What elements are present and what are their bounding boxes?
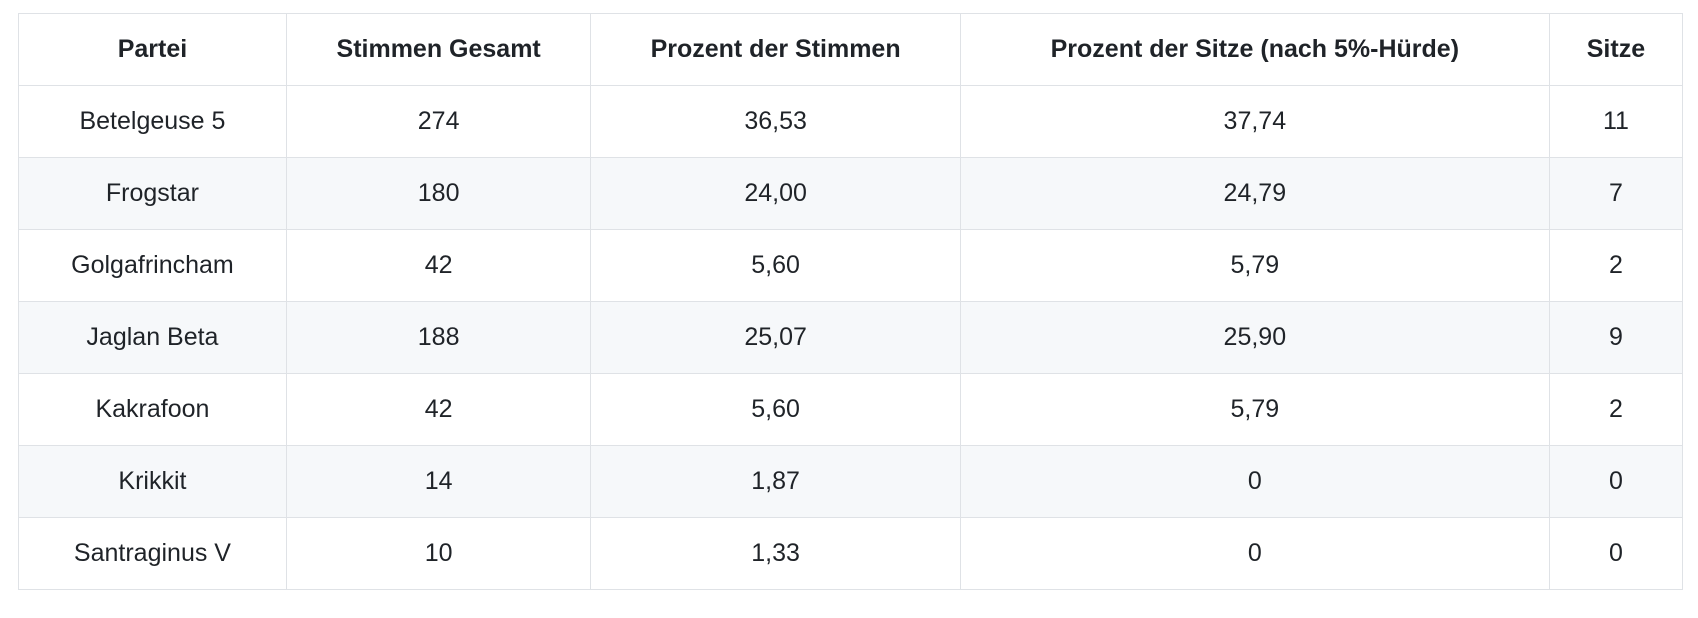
value-cell: 274 [285, 85, 592, 158]
party-cell: Betelgeuse 5 [18, 85, 287, 158]
column-header: Sitze [1548, 13, 1684, 86]
table-row: Golgafrincham 42 5,60 5,79 2 [18, 229, 1684, 302]
column-header: Partei [18, 13, 287, 86]
value-cell: 0 [959, 445, 1550, 518]
value-cell: 5,79 [959, 229, 1550, 302]
value-cell: 180 [285, 157, 592, 230]
results-table: Partei Stimmen Gesamt Prozent der Stimmen P… [18, 13, 1684, 590]
table-row: Krikkit 14 1,87 0 0 [18, 445, 1684, 518]
value-cell: 2 [1548, 373, 1684, 446]
value-cell: 25,90 [959, 301, 1550, 374]
table-row: Santraginus V 10 1,33 0 0 [18, 517, 1684, 590]
value-cell: 11 [1548, 85, 1684, 158]
value-cell: 5,79 [959, 373, 1550, 446]
value-cell: 1,87 [590, 445, 961, 518]
column-header: Stimmen Gesamt [285, 13, 592, 86]
value-cell: 5,60 [590, 229, 961, 302]
table-row: Jaglan Beta 188 25,07 25,90 9 [18, 301, 1684, 374]
value-cell: 0 [959, 517, 1550, 590]
value-cell: 188 [285, 301, 592, 374]
value-cell: 24,79 [959, 157, 1550, 230]
table-row: Kakrafoon 42 5,60 5,79 2 [18, 373, 1684, 446]
value-cell: 9 [1548, 301, 1684, 374]
table-row: Betelgeuse 5 274 36,53 37,74 11 [18, 85, 1684, 158]
column-header: Prozent der Stimmen [590, 13, 961, 86]
value-cell: 1,33 [590, 517, 961, 590]
table-row: Frogstar 180 24,00 24,79 7 [18, 157, 1684, 230]
value-cell: 5,60 [590, 373, 961, 446]
value-cell: 25,07 [590, 301, 961, 374]
value-cell: 37,74 [959, 85, 1550, 158]
table-header-row: Partei Stimmen Gesamt Prozent der Stimmen P… [18, 13, 1684, 86]
party-cell: Frogstar [18, 157, 287, 230]
party-cell: Krikkit [18, 445, 287, 518]
column-header: Prozent der Sitze (nach 5%-Hürde) [959, 13, 1550, 86]
value-cell: 7 [1548, 157, 1684, 230]
value-cell: 10 [285, 517, 592, 590]
value-cell: 2 [1548, 229, 1684, 302]
value-cell: 24,00 [590, 157, 961, 230]
value-cell: 0 [1548, 445, 1684, 518]
party-cell: Jaglan Beta [18, 301, 287, 374]
value-cell: 14 [285, 445, 592, 518]
value-cell: 36,53 [590, 85, 961, 158]
party-cell: Golgafrincham [18, 229, 287, 302]
party-cell: Santraginus V [18, 517, 287, 590]
value-cell: 42 [285, 229, 592, 302]
table-body: Betelgeuse 5 274 36,53 37,74 11 Frogstar 180 24… [18, 85, 1684, 590]
value-cell: 42 [285, 373, 592, 446]
value-cell: 0 [1548, 517, 1684, 590]
party-cell: Kakrafoon [18, 373, 287, 446]
